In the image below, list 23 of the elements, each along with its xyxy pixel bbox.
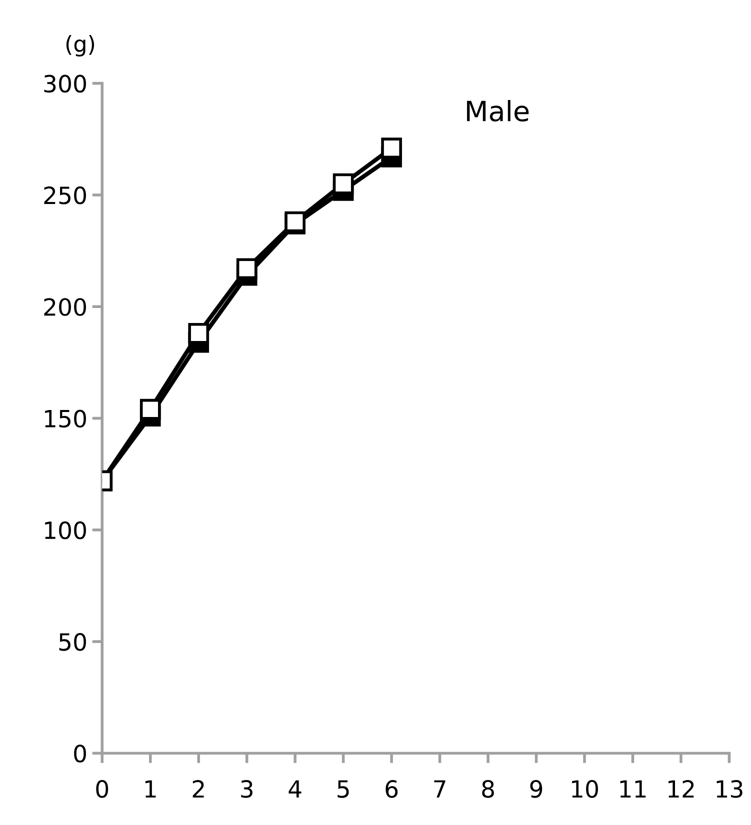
x-tick-label: 11 [620,780,646,798]
y-tick-label: 0 [74,744,86,763]
y-tick-label: 150 [45,410,86,428]
x-tick-label: 1 [145,780,156,798]
y-axis-title: (g) [66,35,94,57]
x-tick-label: 12 [668,780,694,798]
x-tick-label: 9 [530,780,542,798]
x-tick-label: 3 [241,780,252,798]
y-tick-label: 50 [59,633,86,651]
x-tick-label: 13 [716,780,742,798]
y-tick-label: 100 [45,521,86,540]
x-tick-label: 4 [288,780,302,798]
x-tick-label: 10 [572,780,598,798]
x-tick-label: 6 [386,780,398,798]
x-tick-label: 7 [434,780,446,798]
x-tick-label: 8 [482,780,494,798]
x-tick-label: 2 [192,780,204,798]
x-tick-label: 5 [338,780,349,798]
x-tick-label: 0 [96,780,108,798]
annotation: Male [467,100,529,122]
y-tick-label: 200 [44,298,86,316]
y-tick-label: 300 [44,74,86,93]
y-tick-label: 250 [44,186,86,204]
